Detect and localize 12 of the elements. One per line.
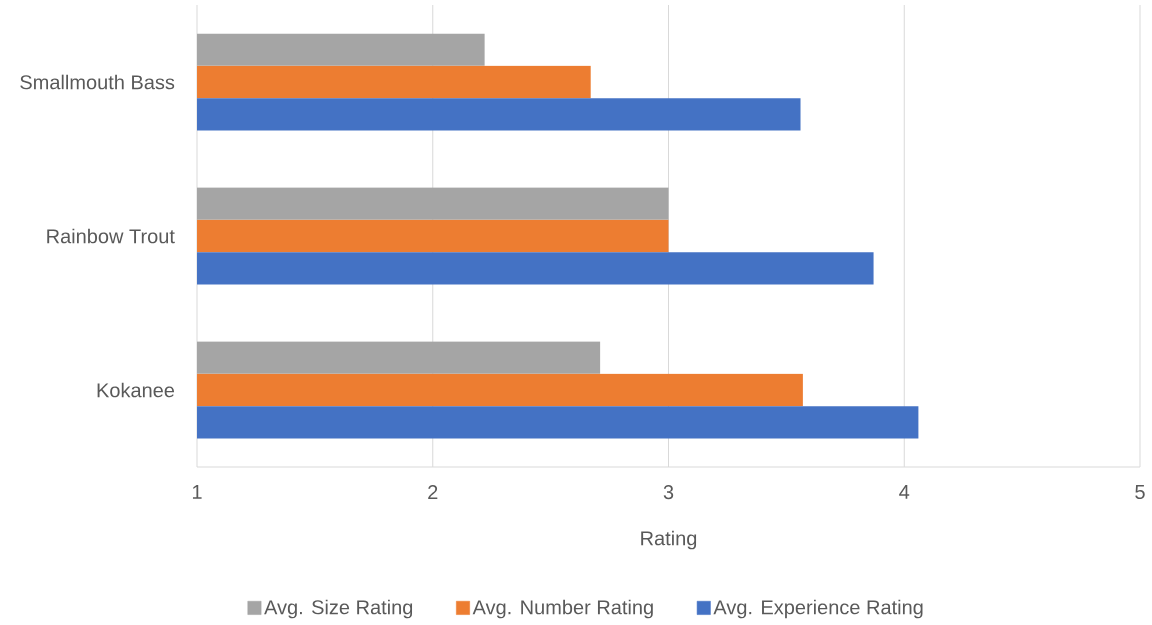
y-tick-label: Smallmouth Bass	[20, 74, 175, 90]
x-tick-label: 1	[192, 485, 202, 499]
legend-label: Avg. Experience Rating	[713, 599, 923, 619]
y-tick-label: Kokanee	[97, 382, 175, 398]
legend-label: Avg. Size Rating	[264, 599, 413, 619]
x-tick-label: 5	[1135, 485, 1145, 499]
legend-label: Avg. Number Rating	[472, 599, 653, 619]
y-tick-label: Rainbow Trout	[47, 228, 175, 244]
x-axis-title: Rating	[641, 530, 697, 550]
x-tick-label: 3	[663, 485, 674, 500]
x-tick-label: 2	[428, 485, 438, 500]
x-tick-label: 4	[899, 485, 910, 499]
